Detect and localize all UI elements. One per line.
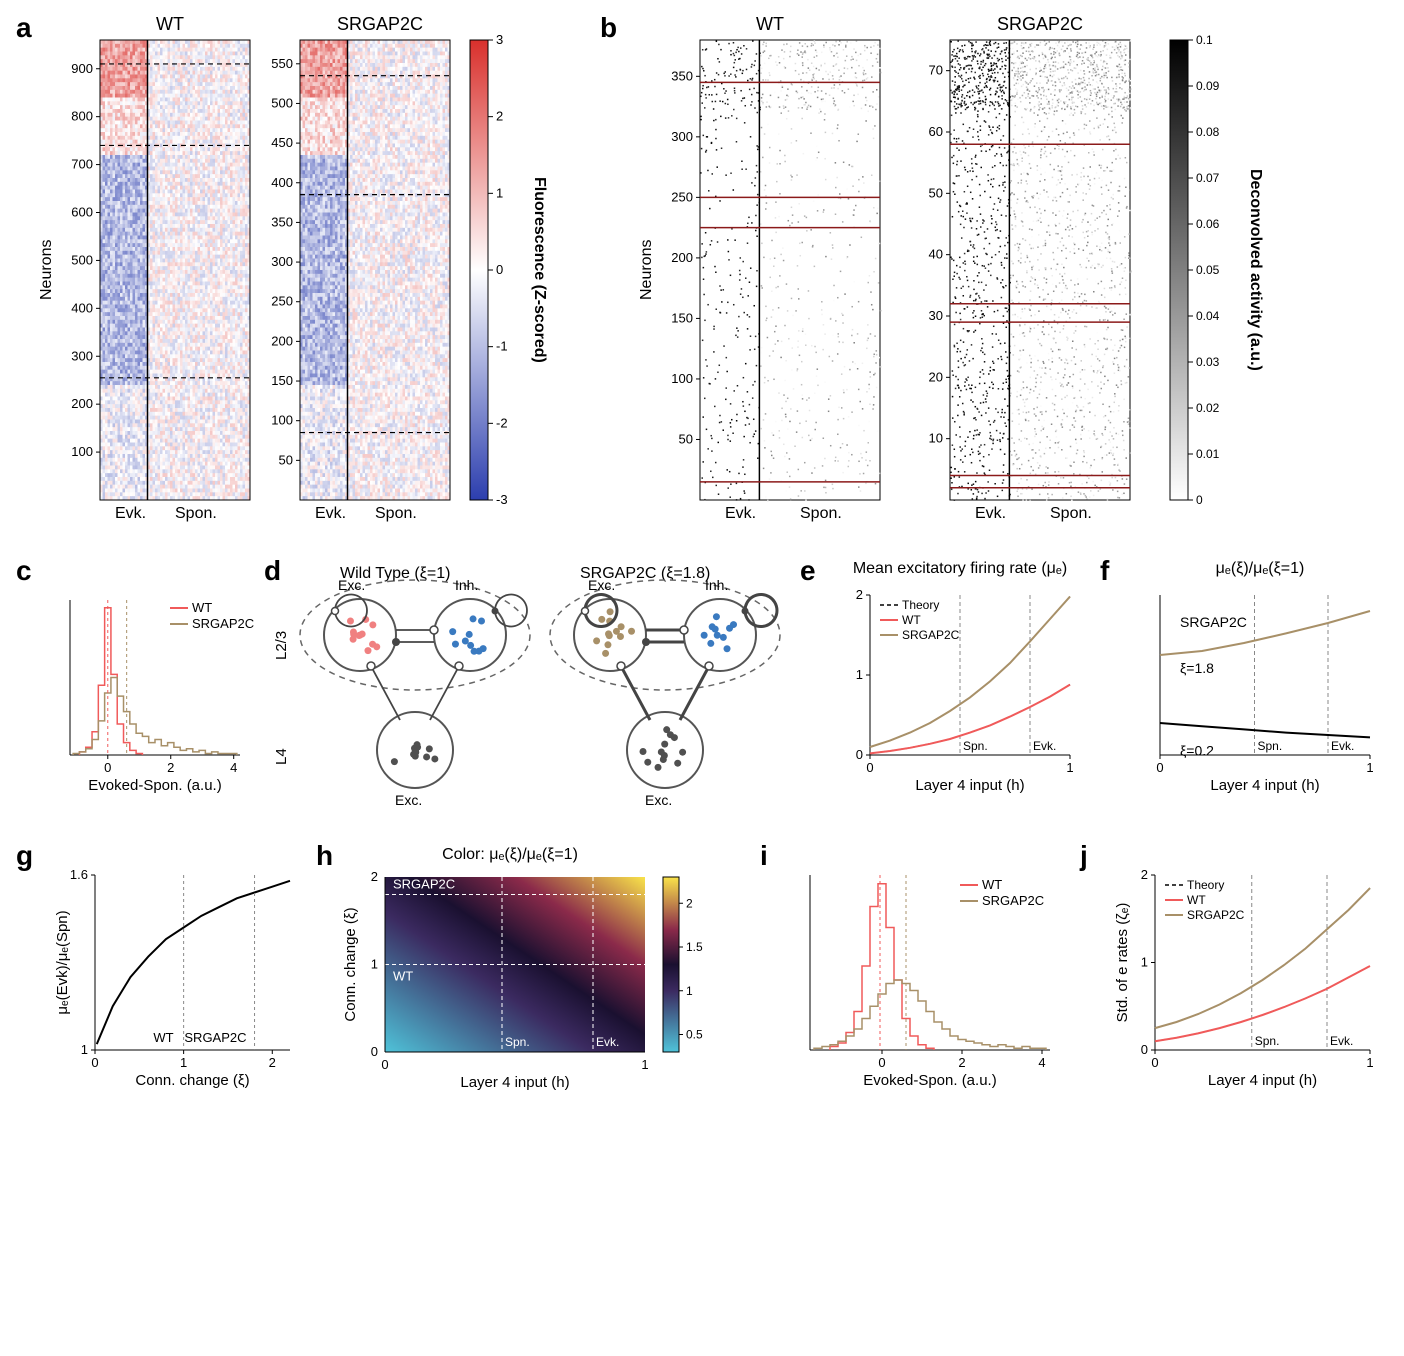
- panel-b-colorbar: 00.010.020.030.040.050.060.070.080.090.1: [1170, 40, 1250, 500]
- panel-b-evk: Evk.: [725, 505, 756, 523]
- panel-g-plot: 01211.6Conn. change (ξ)μₑ(Evk)/μₑ(Spn)WT…: [40, 865, 300, 1095]
- panel-b-ylabel: Neurons: [638, 210, 656, 330]
- panel-h-heatmap: SRGAP2CWTSpn.Evk.01012Layer 4 input (h)C…: [340, 872, 740, 1097]
- panel-b-spon2: Spon.: [1050, 505, 1092, 523]
- panel-b-sg-title: SRGAP2C: [980, 14, 1100, 35]
- panel-a-spon2: Spon.: [375, 505, 417, 523]
- panel-j-plot: 01012Spn.Evk.Layer 4 input (h)Std. of e …: [1105, 865, 1380, 1095]
- panel-h-title: Color: μₑ(ξ)/μₑ(ξ=1): [380, 846, 640, 864]
- panel-b-evk2: Evk.: [975, 505, 1006, 523]
- panel-a-cbar-label: Fluorescence (Z-scored): [530, 160, 548, 380]
- panel-a-sg-title: SRGAP2C: [320, 14, 440, 35]
- panel-g-label: g: [16, 840, 33, 872]
- panel-b-label: b: [600, 12, 617, 44]
- panel-a-label: a: [16, 12, 32, 44]
- panel-a-evk: Evk.: [115, 505, 146, 523]
- panel-e-title: Mean excitatory firing rate (μₑ): [840, 560, 1080, 578]
- panel-d-label: d: [264, 555, 281, 587]
- panel-a-wt-title: WT: [140, 14, 200, 35]
- panel-i-histogram: 024Evoked-Spon. (a.u.)WTSRGAP2C: [780, 865, 1060, 1095]
- panel-a-spon: Spon.: [175, 505, 217, 523]
- panel-f-label: f: [1100, 555, 1109, 587]
- panel-h-label: h: [316, 840, 333, 872]
- panel-c-label: c: [16, 555, 32, 587]
- figure-root: a WT SRGAP2C Neurons 1002003004005006007…: [10, 10, 1394, 1346]
- panel-b-wt-raster: 50100150200250300350: [700, 40, 880, 500]
- panel-b-sg-raster: 10203040506070: [950, 40, 1130, 500]
- panel-f-plot: 01Spn.Evk.Layer 4 input (h)SRGAP2Cξ=1.8ξ…: [1130, 585, 1380, 800]
- panel_b-spon: Spon.: [800, 505, 842, 523]
- panel-b-cbar-label: Deconvolved activity (a.u.): [1246, 150, 1264, 390]
- panel-a-sg-heatmap: 50100150200250300350400450500550: [300, 40, 450, 500]
- panel-i-label: i: [760, 840, 768, 872]
- panel-a-wt-heatmap: 100200300400500600700800900: [100, 40, 250, 500]
- panel-d-diagram: Wild Type (ξ=1)SRGAP2C (ξ=1.8)Exc.Inh.Ex…: [280, 570, 780, 820]
- panel-e-label: e: [800, 555, 816, 587]
- panel-b-wt-title: WT: [740, 14, 800, 35]
- panel-f-title: μₑ(ξ)/μₑ(ξ=1): [1160, 560, 1360, 578]
- panel-a-ylabel: Neurons: [38, 210, 56, 330]
- panel-c-histogram: 024Evoked-Spon. (a.u.)WTSRGAP2C: [40, 590, 250, 790]
- panel-a-evk2: Evk.: [315, 505, 346, 523]
- panel-e-plot: 01012Spn.Evk.Layer 4 input (h)TheoryWTSR…: [830, 585, 1080, 800]
- panel-j-label: j: [1080, 840, 1088, 872]
